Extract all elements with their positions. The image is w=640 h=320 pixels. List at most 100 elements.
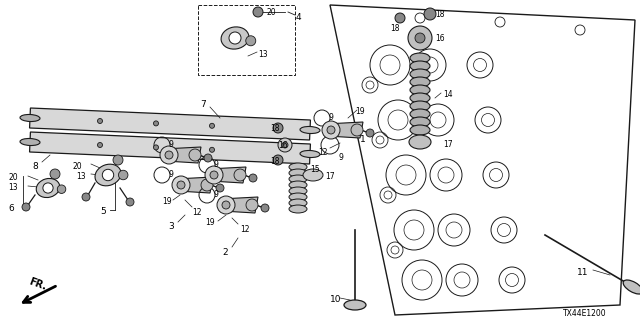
- Polygon shape: [325, 122, 363, 138]
- Ellipse shape: [289, 193, 307, 201]
- Ellipse shape: [289, 175, 307, 183]
- Ellipse shape: [410, 117, 430, 127]
- Circle shape: [22, 203, 30, 211]
- Text: 19: 19: [205, 218, 214, 227]
- Ellipse shape: [303, 169, 323, 181]
- Text: FR.: FR.: [28, 276, 48, 292]
- Text: 20: 20: [72, 162, 82, 171]
- Ellipse shape: [20, 139, 40, 146]
- Circle shape: [282, 142, 288, 148]
- Text: 10: 10: [330, 295, 342, 304]
- Ellipse shape: [344, 300, 366, 310]
- Text: 14: 14: [443, 90, 452, 99]
- Circle shape: [50, 169, 60, 179]
- Circle shape: [172, 176, 190, 194]
- Circle shape: [189, 149, 201, 161]
- Ellipse shape: [289, 163, 307, 171]
- Circle shape: [366, 129, 374, 137]
- Circle shape: [351, 124, 363, 136]
- Polygon shape: [29, 108, 310, 140]
- Ellipse shape: [289, 187, 307, 195]
- Text: TX44E1200: TX44E1200: [563, 308, 607, 317]
- Text: 13: 13: [76, 172, 86, 181]
- Circle shape: [209, 147, 214, 152]
- Circle shape: [154, 145, 159, 150]
- Text: 17: 17: [443, 140, 452, 149]
- Text: 19: 19: [162, 197, 172, 206]
- Circle shape: [424, 8, 436, 20]
- Circle shape: [43, 183, 53, 193]
- Circle shape: [177, 181, 185, 189]
- Ellipse shape: [221, 27, 249, 49]
- Circle shape: [415, 33, 425, 43]
- Ellipse shape: [410, 109, 430, 119]
- Circle shape: [126, 198, 134, 206]
- Ellipse shape: [410, 69, 430, 79]
- Text: 16: 16: [435, 34, 445, 43]
- Circle shape: [322, 121, 340, 139]
- Circle shape: [154, 121, 159, 126]
- Text: 9: 9: [213, 190, 218, 199]
- Text: 9: 9: [213, 160, 218, 169]
- Ellipse shape: [300, 126, 320, 133]
- Circle shape: [58, 185, 66, 193]
- Circle shape: [97, 118, 102, 124]
- Text: 20: 20: [8, 173, 18, 182]
- Ellipse shape: [95, 164, 121, 186]
- Circle shape: [210, 171, 218, 179]
- Ellipse shape: [300, 150, 320, 157]
- Text: 9: 9: [168, 140, 173, 149]
- Text: 18: 18: [270, 124, 280, 133]
- Ellipse shape: [410, 125, 430, 135]
- Text: 9: 9: [338, 153, 343, 162]
- Circle shape: [97, 142, 102, 148]
- Text: 3: 3: [168, 222, 173, 231]
- Circle shape: [249, 174, 257, 182]
- Circle shape: [82, 193, 90, 201]
- Text: 9: 9: [328, 113, 333, 122]
- Ellipse shape: [410, 77, 430, 87]
- Ellipse shape: [289, 199, 307, 207]
- Polygon shape: [29, 132, 310, 164]
- Circle shape: [222, 201, 230, 209]
- Text: 9: 9: [168, 170, 173, 179]
- Circle shape: [408, 26, 432, 50]
- Circle shape: [253, 7, 263, 17]
- Polygon shape: [175, 177, 213, 193]
- Ellipse shape: [410, 53, 430, 63]
- Text: 12: 12: [318, 148, 328, 157]
- Circle shape: [209, 123, 214, 128]
- Circle shape: [102, 169, 114, 181]
- Text: 4: 4: [296, 13, 301, 22]
- Circle shape: [118, 170, 128, 180]
- Circle shape: [327, 126, 335, 134]
- Text: 20: 20: [266, 8, 276, 17]
- Ellipse shape: [410, 93, 430, 103]
- Circle shape: [201, 179, 213, 191]
- Ellipse shape: [289, 205, 307, 213]
- Text: 1: 1: [360, 135, 365, 144]
- Ellipse shape: [289, 169, 307, 177]
- Ellipse shape: [289, 181, 307, 189]
- Text: 12: 12: [240, 225, 250, 234]
- Ellipse shape: [623, 280, 640, 294]
- Circle shape: [165, 151, 173, 159]
- Circle shape: [278, 138, 292, 152]
- Text: 13: 13: [258, 50, 268, 59]
- Circle shape: [273, 155, 283, 165]
- Ellipse shape: [410, 85, 430, 95]
- Circle shape: [216, 184, 224, 192]
- Circle shape: [160, 146, 178, 164]
- Ellipse shape: [20, 115, 40, 122]
- Circle shape: [229, 32, 241, 44]
- Circle shape: [273, 123, 283, 133]
- Text: 18: 18: [435, 10, 445, 19]
- Text: 18: 18: [270, 157, 280, 166]
- Ellipse shape: [410, 61, 430, 71]
- Ellipse shape: [409, 135, 431, 149]
- Polygon shape: [220, 197, 258, 213]
- Text: 2: 2: [222, 248, 228, 257]
- Circle shape: [217, 196, 235, 214]
- Circle shape: [205, 166, 223, 184]
- Text: 15: 15: [310, 165, 319, 174]
